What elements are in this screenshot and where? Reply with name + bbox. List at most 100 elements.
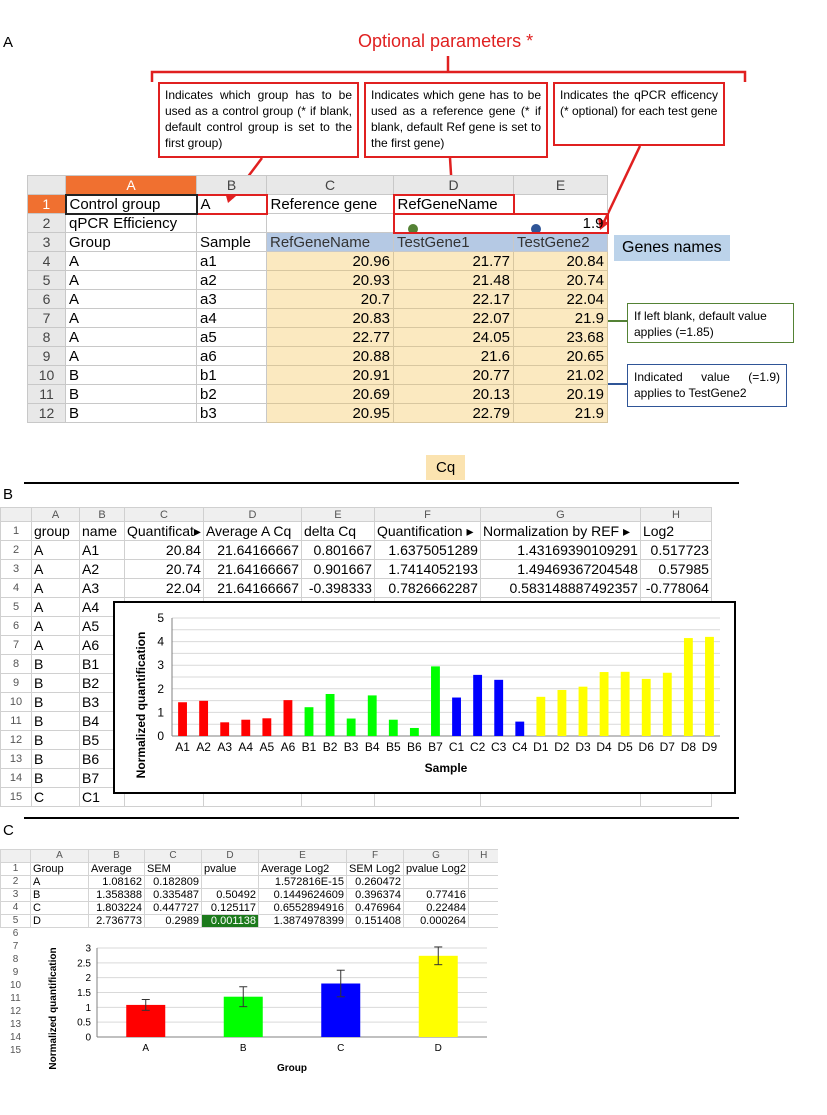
row-header[interactable]: 10 xyxy=(27,365,66,385)
cq-value-cell[interactable]: 23.68 xyxy=(513,327,608,347)
header-cell[interactable]: Average xyxy=(88,862,145,876)
cell[interactable]: A xyxy=(31,635,80,655)
cell[interactable]: 0.901667 xyxy=(300,559,375,579)
cq-value-cell[interactable]: 20.13 xyxy=(393,384,514,404)
cell[interactable]: 0.1449624609 xyxy=(258,888,347,902)
header-cell[interactable]: Log2 xyxy=(639,521,712,541)
row-header[interactable]: 3 xyxy=(0,888,31,902)
row-header[interactable]: 5 xyxy=(0,597,32,617)
cell[interactable] xyxy=(403,875,469,889)
row-header[interactable]: 3 xyxy=(27,232,66,252)
cell[interactable]: B xyxy=(31,749,80,769)
col-header-a[interactable]: A xyxy=(65,175,197,195)
cell[interactable] xyxy=(266,213,394,233)
cell[interactable]: b1 xyxy=(196,365,267,385)
cell[interactable]: A1 xyxy=(79,540,125,560)
cell[interactable]: B xyxy=(31,692,80,712)
col-header[interactable]: D xyxy=(202,507,302,522)
header-cell[interactable]: Group xyxy=(30,862,89,876)
row-header[interactable]: 8 xyxy=(12,954,19,965)
cell[interactable]: a5 xyxy=(196,327,267,347)
row-header[interactable]: 7 xyxy=(27,308,66,328)
row-header[interactable]: 5 xyxy=(27,270,66,290)
row-header[interactable]: 4 xyxy=(0,578,32,598)
cell[interactable]: B xyxy=(31,711,80,731)
cell[interactable]: 0.447727 xyxy=(144,901,202,915)
row-header[interactable]: 11 xyxy=(10,993,21,1004)
cell[interactable] xyxy=(201,875,259,889)
cell[interactable]: 0.6552894916 xyxy=(258,901,347,915)
cell[interactable]: A xyxy=(65,346,197,366)
col-header-d[interactable]: D xyxy=(393,175,514,195)
cell[interactable]: 1.803224 xyxy=(88,901,145,915)
col-header[interactable]: D xyxy=(201,849,259,863)
cell[interactable]: A xyxy=(65,308,197,328)
cell[interactable]: A xyxy=(65,270,197,290)
row-header[interactable]: 10 xyxy=(9,980,22,991)
cell[interactable]: A xyxy=(31,540,80,560)
row-header[interactable]: 14 xyxy=(0,768,32,788)
header-cell[interactable]: Average A Cq xyxy=(202,521,302,541)
row-header[interactable]: 5 xyxy=(0,914,31,928)
row-header[interactable]: 7 xyxy=(12,941,19,952)
cell[interactable]: Control group xyxy=(64,193,198,215)
cell[interactable]: A3 xyxy=(79,578,125,598)
row-header[interactable]: 13 xyxy=(9,1019,22,1030)
cell[interactable]: 21.64166667 xyxy=(202,559,302,579)
col-header[interactable]: E xyxy=(258,849,347,863)
col-header[interactable]: B xyxy=(88,849,145,863)
cell[interactable]: 0.517723 xyxy=(639,540,712,560)
cq-value-cell[interactable]: 22.77 xyxy=(266,327,394,347)
cell[interactable]: 0.2989 xyxy=(144,914,202,928)
cell[interactable]: 21.64166667 xyxy=(202,578,302,598)
cell[interactable]: 0.476964 xyxy=(346,901,404,915)
header-cell[interactable]: pvalue Log2 xyxy=(403,862,469,876)
cell[interactable]: B xyxy=(31,673,80,693)
cell[interactable]: B xyxy=(30,888,89,902)
col-header[interactable]: F xyxy=(373,507,481,522)
cell[interactable]: 0.260472 xyxy=(346,875,404,889)
cell[interactable]: a1 xyxy=(196,251,267,271)
header-cell[interactable]: Quantificat▸ xyxy=(124,521,204,541)
col-header[interactable]: G xyxy=(479,507,641,522)
col-header[interactable]: C xyxy=(144,849,202,863)
col-header[interactable]: F xyxy=(346,849,404,863)
row-header[interactable]: 14 xyxy=(9,1032,22,1043)
cell-control-group-value[interactable]: A xyxy=(195,193,268,215)
cell[interactable]: 0.396374 xyxy=(346,888,404,902)
cell[interactable]: b2 xyxy=(196,384,267,404)
cell[interactable]: 0.57985 xyxy=(639,559,712,579)
cell[interactable]: 0.182809 xyxy=(144,875,202,889)
gene-name-cell[interactable]: RefGeneName xyxy=(266,232,394,252)
cell[interactable]: 0.22484 xyxy=(403,901,469,915)
row-header[interactable]: 8 xyxy=(27,327,66,347)
row-header[interactable]: 6 xyxy=(12,928,19,940)
col-header[interactable]: A xyxy=(30,849,89,863)
header-cell[interactable]: name xyxy=(79,521,125,541)
cell[interactable]: a4 xyxy=(196,308,267,328)
cell[interactable]: 0.000264 xyxy=(403,914,469,928)
cq-value-cell[interactable]: 20.88 xyxy=(266,346,394,366)
cell[interactable]: A xyxy=(65,251,197,271)
row-header[interactable]: 9 xyxy=(0,673,32,693)
cq-value-cell[interactable]: 20.69 xyxy=(266,384,394,404)
row-header[interactable]: 4 xyxy=(0,901,31,915)
cell[interactable]: 20.74 xyxy=(124,559,204,579)
cell[interactable] xyxy=(467,862,499,876)
row-header[interactable]: 2 xyxy=(0,540,32,560)
cell[interactable]: B xyxy=(31,768,80,788)
cell[interactable]: 1.08162 xyxy=(88,875,145,889)
cq-value-cell[interactable]: 20.83 xyxy=(266,308,394,328)
cell[interactable]: 0.335487 xyxy=(144,888,202,902)
cell[interactable] xyxy=(467,888,499,902)
cell[interactable]: 0.7826662287 xyxy=(373,578,481,598)
header-cell[interactable]: delta Cq xyxy=(300,521,375,541)
header-cell[interactable]: pvalue xyxy=(201,862,259,876)
col-header[interactable]: E xyxy=(300,507,375,522)
cq-value-cell[interactable]: 21.77 xyxy=(393,251,514,271)
header-cell[interactable]: SEM Log2 xyxy=(346,862,404,876)
cell[interactable]: a3 xyxy=(196,289,267,309)
cell[interactable]: 22.04 xyxy=(124,578,204,598)
col-header[interactable]: C xyxy=(124,507,204,522)
col-header[interactable]: B xyxy=(79,507,125,522)
